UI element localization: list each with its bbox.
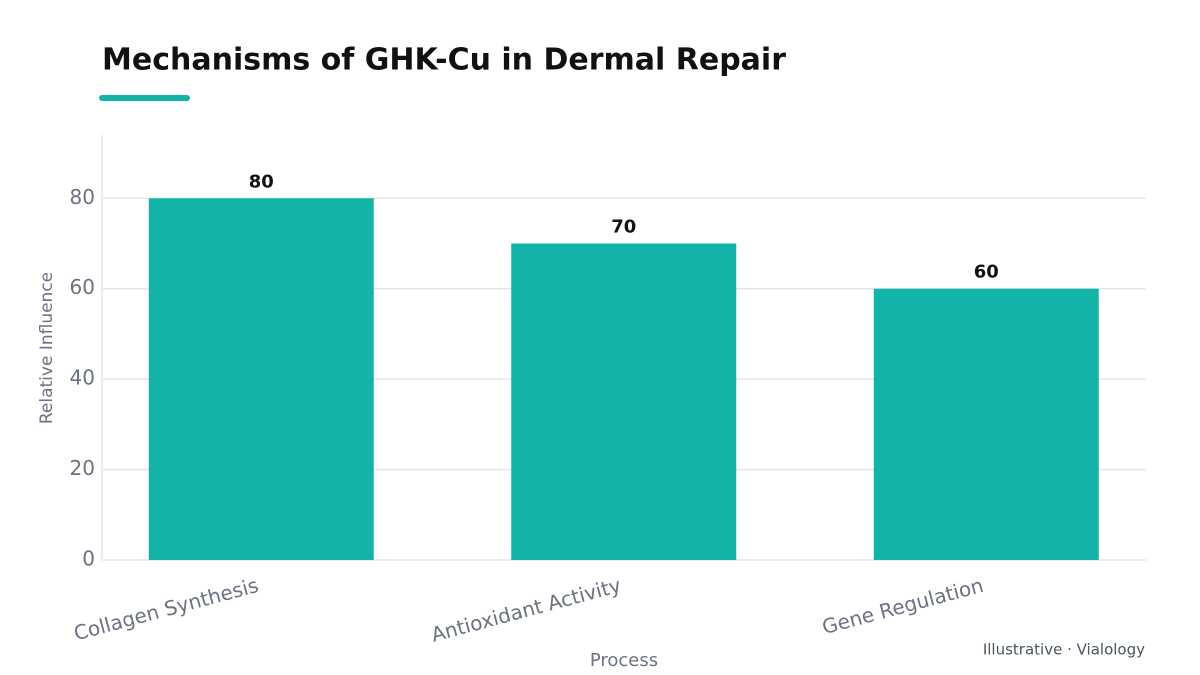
- y-tick-label: 0: [82, 547, 95, 571]
- y-tick-label: 60: [70, 275, 95, 299]
- y-tick-label: 80: [70, 185, 95, 209]
- y-axis-title: Relative Influence: [37, 272, 57, 424]
- title-underline: [99, 95, 190, 101]
- footer: Illustrative · Vialology: [983, 641, 1145, 659]
- bar: [148, 198, 374, 561]
- x-tick-label: Antioxidant Activity: [429, 573, 624, 647]
- value-label: 60: [974, 262, 999, 283]
- chart-title: Mechanisms of GHK-Cu in Dermal Repair: [102, 43, 786, 78]
- bar: [873, 288, 1099, 560]
- y-tick-label: 40: [70, 366, 95, 390]
- bar: [511, 243, 737, 561]
- y-tick-label: 20: [70, 456, 95, 480]
- x-axis-title: Process: [590, 650, 658, 671]
- x-tick-label: Gene Regulation: [819, 573, 985, 639]
- x-tick-label: Collagen Synthesis: [71, 573, 261, 645]
- value-label: 80: [249, 171, 274, 192]
- value-label: 70: [611, 217, 636, 238]
